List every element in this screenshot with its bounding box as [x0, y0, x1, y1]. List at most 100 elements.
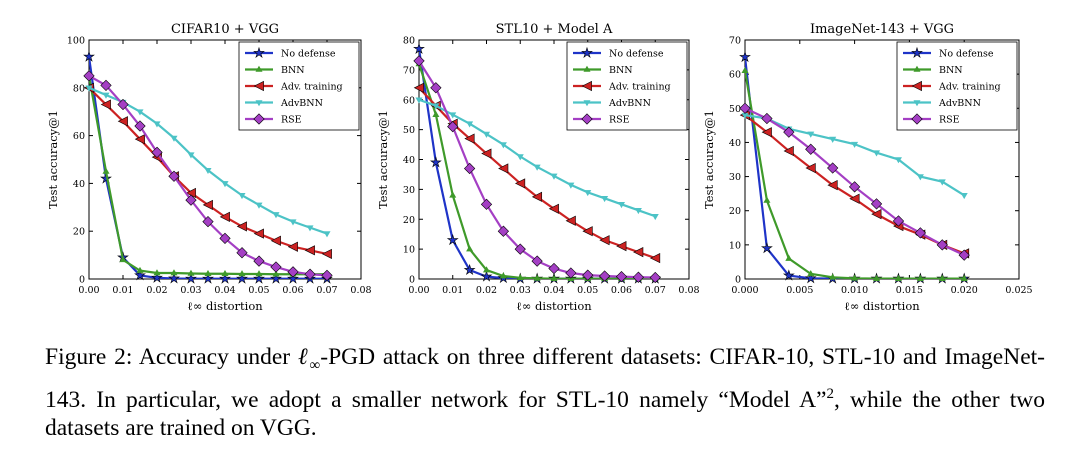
panel-3-legend-marker — [913, 65, 921, 72]
caption-figure-label: Figure 2: — [45, 344, 133, 370]
panel-1-point-adv-training — [304, 245, 315, 256]
panel-2-x-tick-label: 0.00 — [408, 285, 429, 296]
panel-1-x-tick-label: 0.00 — [78, 285, 99, 296]
panel-2-point-rse — [447, 121, 459, 133]
panel-1-point-adv-training — [219, 211, 230, 222]
panel-1-point-adv-training — [236, 221, 247, 232]
panel-2-point-adv-training — [464, 133, 475, 144]
caption-footnote-mark: 2 — [826, 385, 834, 402]
panel-1-point-no-defense — [202, 272, 214, 284]
panel-1-point-no-defense — [151, 271, 163, 283]
panel-2-y-tick-label: 20 — [403, 215, 415, 226]
panel-2-point-rse — [599, 270, 611, 282]
panel-2-point-adv-training — [616, 241, 627, 252]
panel-2-point-rse — [413, 55, 425, 67]
panel-2-point-rse — [632, 271, 644, 283]
panel-2-x-axis-label: ℓ∞ distortion — [516, 299, 592, 313]
panel-1-y-tick-label: 100 — [67, 36, 85, 47]
panel-2-point-adv-training — [498, 163, 509, 174]
panel-1-legend-label: RSE — [281, 115, 302, 126]
panel-3-point-bnn — [938, 274, 946, 281]
panel-2-y-tick-label: 50 — [403, 125, 415, 136]
panel-1-point-advbnn — [221, 181, 229, 188]
panel-3-point-bnn — [873, 274, 881, 281]
panel-3-title: ImageNet-143 + VGG — [810, 22, 954, 37]
panel-3-point-rse — [761, 112, 773, 125]
panel-2-point-adv-training — [413, 82, 424, 93]
panel-2-point-adv-training — [514, 178, 526, 189]
panel-3-point-no-defense — [804, 272, 817, 284]
panel-2-point-advbnn — [550, 173, 558, 180]
panel-2-point-adv-training — [548, 203, 559, 214]
panel-1-point-bnn — [255, 270, 263, 277]
panel-2-y-tick-label: 10 — [403, 245, 415, 256]
panel-3-point-adv-training — [805, 162, 816, 174]
panel-1-point-bnn — [272, 270, 280, 277]
panel-1-point-bnn — [187, 269, 195, 276]
panel-1-point-advbnn — [289, 219, 297, 226]
caption-text-start: Accuracy under — [132, 344, 298, 370]
panel-3-point-advbnn — [851, 141, 859, 148]
panel-2-point-advbnn — [617, 202, 626, 209]
panel-1-point-adv-training — [134, 134, 145, 145]
panel-2-point-advbnn — [466, 121, 474, 128]
panel-2-point-advbnn — [499, 142, 507, 149]
panel-1-point-no-defense — [270, 272, 282, 284]
panel-1-point-advbnn — [170, 135, 178, 142]
panel-1-point-bnn — [170, 269, 178, 276]
figure-caption: Figure 2: Accuracy under ℓ∞-PGD attack o… — [45, 343, 1045, 442]
panel-2-title: STL10 + Model A — [496, 22, 613, 37]
panel-1-point-adv-training — [321, 248, 332, 259]
panel-3-point-advbnn — [873, 150, 881, 157]
panel-2-y-tick-label: 70 — [403, 65, 415, 76]
panel-1-point-advbnn — [323, 231, 331, 238]
panel-3-y-tick-label: 60 — [729, 70, 741, 81]
panel-1-x-tick-label: 0.03 — [180, 285, 201, 296]
panel-1-point-rse — [185, 194, 197, 206]
panel-2-point-no-defense — [446, 233, 459, 246]
panel-2-legend-marker — [583, 100, 591, 107]
panel-1-y-tick-label: 0 — [79, 275, 85, 286]
panel-1-point-rse — [134, 120, 146, 132]
panel-1-point-no-defense — [253, 272, 265, 284]
panel-1-legend-label: BNN — [281, 65, 305, 76]
panel-2: STL10 + Model A 0.00 0.01 0.02 0.03 0.04 0.05 0… — [376, 22, 700, 313]
panel-3-point-advbnn — [916, 174, 924, 181]
panel-1-y-tick-label: 60 — [73, 131, 85, 142]
panel-3-point-advbnn — [807, 131, 815, 138]
panel-2-legend-marker — [581, 46, 593, 59]
panel-3-point-adv-training — [783, 145, 794, 157]
caption-text-middle: -PGD attack on three different datasets:… — [45, 344, 1045, 413]
panel-1-point-rse — [100, 79, 112, 92]
panel-3-point-no-defense — [782, 269, 795, 281]
panel-2-series-rse — [413, 55, 661, 284]
panel-2-point-rse — [480, 198, 493, 210]
panel-2-legend-label: RSE — [609, 115, 630, 126]
panel-1-legend-label: AdvBNN — [280, 98, 323, 109]
panel-3-point-bnn — [785, 254, 793, 261]
panel-1-point-rse — [236, 247, 248, 259]
panel-3-series-rse — [739, 102, 970, 261]
panel-2-point-adv-training — [565, 215, 576, 226]
panel-2-point-no-defense — [463, 263, 476, 276]
panel-1-point-rse — [168, 170, 180, 182]
panel-3-point-rse — [870, 198, 883, 210]
panel-3-point-bnn — [763, 196, 771, 203]
panel-2-point-bnn — [533, 274, 541, 281]
panel-3-legend-marker — [911, 80, 922, 92]
panel-2-point-adv-training — [599, 235, 610, 246]
panel-1-x-tick-label: 0.04 — [214, 285, 235, 296]
panel-2-x-tick-label: 0.06 — [611, 285, 632, 296]
panel-2-point-advbnn — [516, 154, 524, 161]
panel-3-x-tick-label: 0.000 — [731, 285, 758, 296]
panel-2-point-adv-training — [531, 191, 543, 202]
panel-2-x-tick-label: 0.07 — [645, 285, 666, 296]
panel-3-legend-marker — [911, 113, 923, 125]
panel-1-point-rse — [304, 268, 316, 280]
panel-3-point-advbnn — [938, 179, 946, 186]
panel-1-series-bnn — [85, 72, 331, 277]
panel-3-legend-label: Adv. training — [938, 82, 1001, 93]
panel-2-point-bnn — [550, 274, 558, 282]
panel-2-legend-label: BNN — [609, 65, 633, 76]
panel-2-point-adv-training — [481, 148, 492, 159]
